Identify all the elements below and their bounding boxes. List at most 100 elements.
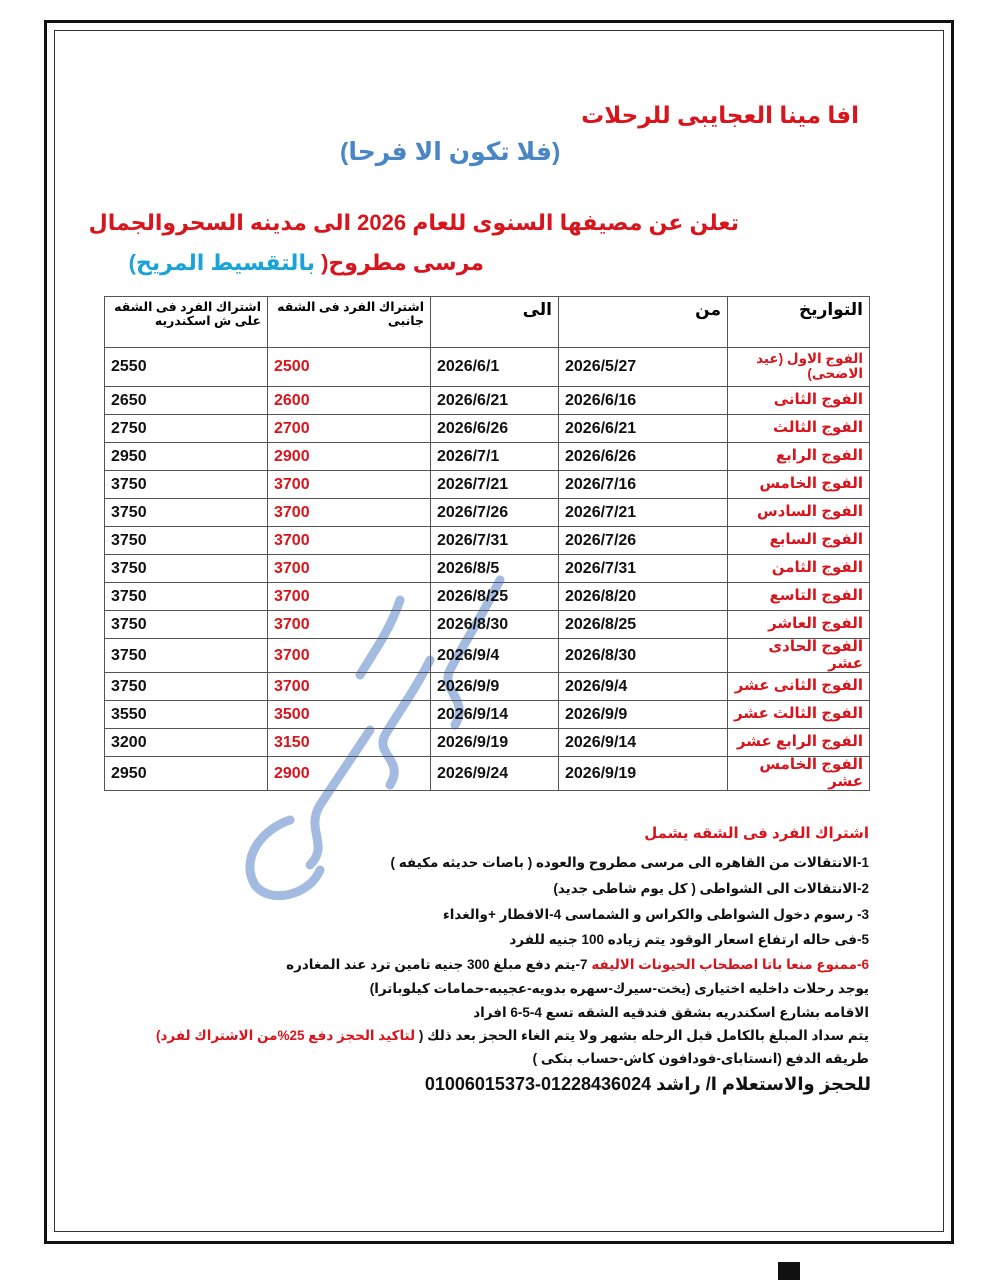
- price-alex: 3750: [104, 526, 268, 555]
- table-row: الفوج العاشر 2026/8/25 2026/8/30 3700 3750: [104, 610, 870, 639]
- trip-name: الفوج الثالث عشر: [727, 700, 870, 729]
- booking-confirmation: لتاكيد الحجز دفع 25%من الاشتراك لفرد): [156, 1028, 419, 1043]
- table-row: الفوج الرابع 2026/6/26 2026/7/1 2900 2950: [104, 442, 870, 471]
- date-from: 2026/7/26: [558, 526, 728, 555]
- includes-title: اشتراك الفرد فى الشقه يشمل: [644, 825, 869, 842]
- include-line-2: 2-الانتقالات الى الشواطى ( كل يوم شاطى ج…: [553, 881, 869, 896]
- price-side: 2900: [267, 442, 431, 471]
- date-from: 2026/9/14: [558, 728, 728, 757]
- date-to: 2026/6/26: [430, 414, 559, 443]
- price-side: 2600: [267, 386, 431, 415]
- date-from: 2026/6/26: [558, 442, 728, 471]
- date-to: 2026/9/14: [430, 700, 559, 729]
- table-row: الفوج السادس 2026/7/21 2026/7/26 3700 3750: [104, 498, 870, 527]
- price-side: 3500: [267, 700, 431, 729]
- date-from: 2026/6/16: [558, 386, 728, 415]
- announcement-line-1: تعلن عن مصيفها السنوى للعام 2026 الى مدي…: [88, 210, 739, 235]
- date-to: 2026/8/30: [430, 610, 559, 639]
- pets-forbidden: 6-ممنوع منعا باتا اصطحاب الحيونات الاليف…: [591, 957, 869, 972]
- date-from: 2026/7/21: [558, 498, 728, 527]
- deposit-note: 7-يتم دفع مبلغ 300 جنيه تامين ترد عند ال…: [286, 957, 592, 972]
- price-side: 2700: [267, 414, 431, 443]
- date-from: 2026/9/9: [558, 700, 728, 729]
- table-row: الفوج الرابع عشر 2026/9/14 2026/9/19 3150 32…: [104, 728, 870, 757]
- table-row: الفوج الثالث عشر 2026/9/9 2026/9/14 3500 355…: [104, 700, 870, 729]
- date-to: 2026/7/21: [430, 470, 559, 499]
- date-from: 2026/9/19: [558, 756, 728, 791]
- price-alex: 3750: [104, 554, 268, 583]
- date-to: 2026/9/24: [430, 756, 559, 791]
- price-side: 3700: [267, 554, 431, 583]
- header-side-apartment-price: اشتراك الفرد فى الشقه جانبى: [267, 296, 431, 348]
- price-side: 3700: [267, 672, 431, 701]
- agency-title: افا مينا العجايبى للرحلات: [581, 102, 859, 128]
- trip-name: الفوج السادس: [727, 498, 870, 527]
- include-line-7: الاقامه بشارع اسكندريه بشقق فندقيه الشقه…: [473, 1005, 869, 1020]
- table-row: الفوج التاسع 2026/8/20 2026/8/25 3700 3750: [104, 582, 870, 611]
- date-from: 2026/7/31: [558, 554, 728, 583]
- date-to: 2026/8/5: [430, 554, 559, 583]
- page-border-inner: [54, 30, 944, 1232]
- trip-name: الفوج الثامن: [727, 554, 870, 583]
- trip-schedule-table: التواريخ من الى اشتراك الفرد فى الشقه جا…: [104, 296, 870, 791]
- price-side: 3700: [267, 610, 431, 639]
- date-from: 2026/9/4: [558, 672, 728, 701]
- include-line-8: يتم سداد المبلغ بالكامل قبل الرحله بشهر …: [156, 1027, 869, 1044]
- price-side: 3700: [267, 470, 431, 499]
- trip-name: الفوج الثانى عشر: [727, 672, 870, 701]
- table-row: الفوج الثانى عشر 2026/9/4 2026/9/9 3700 3750: [104, 672, 870, 701]
- trip-name: الفوج الحادى عشر: [727, 638, 870, 673]
- date-from: 2026/5/27: [558, 347, 728, 387]
- price-side: 2500: [267, 347, 431, 387]
- corner-mark: [778, 1262, 800, 1280]
- table-row: الفوج الحادى عشر 2026/8/30 2026/9/4 3700 375…: [104, 638, 870, 673]
- installments-note: بالتقسيط المريح): [128, 250, 322, 275]
- header-alex-street-price: اشتراك الفرد فى الشقه على ش اسكندريه: [104, 296, 268, 348]
- date-to: 2026/9/9: [430, 672, 559, 701]
- table-row: الفوج الخامس عشر 2026/9/19 2026/9/24 2900 29…: [104, 756, 870, 791]
- price-alex: 3750: [104, 498, 268, 527]
- price-alex: 3200: [104, 728, 268, 757]
- table-row: الفوج الثامن 2026/7/31 2026/8/5 3700 3750: [104, 554, 870, 583]
- date-to: 2026/7/1: [430, 442, 559, 471]
- price-alex: 2750: [104, 414, 268, 443]
- trip-name: الفوج السابع: [727, 526, 870, 555]
- price-alex: 3550: [104, 700, 268, 729]
- include-line-4: 5-فى حاله ارتفاع اسعار الوقود يتم زياده …: [509, 932, 869, 947]
- price-side: 3700: [267, 638, 431, 673]
- date-from: 2026/8/30: [558, 638, 728, 673]
- trip-name: الفوج الثانى: [727, 386, 870, 415]
- table-row: الفوج الثانى 2026/6/16 2026/6/21 2600 2650: [104, 386, 870, 415]
- price-alex: 2950: [104, 756, 268, 791]
- trip-name: الفوج الثالث: [727, 414, 870, 443]
- header-to: الى: [430, 296, 559, 348]
- table-header-row: التواريخ من الى اشتراك الفرد فى الشقه جا…: [104, 296, 870, 348]
- trip-name: الفوج الخامس عشر: [727, 756, 870, 791]
- trip-name: الفوج الرابع عشر: [727, 728, 870, 757]
- payment-deadline: يتم سداد المبلغ بالكامل قبل الرحله بشهر …: [418, 1028, 869, 1043]
- price-side: 3700: [267, 526, 431, 555]
- price-alex: 3750: [104, 672, 268, 701]
- table-row: الفوج الاول (عيد الاضحى) 2026/5/27 2026/6/…: [104, 347, 870, 387]
- date-to: 2026/9/4: [430, 638, 559, 673]
- header-from: من: [558, 296, 728, 348]
- price-alex: 2950: [104, 442, 268, 471]
- price-alex: 3750: [104, 638, 268, 673]
- trip-name: الفوج العاشر: [727, 610, 870, 639]
- date-from: 2026/7/16: [558, 470, 728, 499]
- include-line-3: 3- رسوم دخول الشواطى والكراس و الشماسى 4…: [442, 907, 869, 922]
- page-border-outer: [44, 20, 954, 1244]
- table-row: الفوج الخامس 2026/7/16 2026/7/21 3700 3750: [104, 470, 870, 499]
- price-side: 3700: [267, 582, 431, 611]
- trip-name: الفوج الاول (عيد الاضحى): [727, 347, 870, 387]
- date-from: 2026/8/20: [558, 582, 728, 611]
- price-side: 3150: [267, 728, 431, 757]
- header-dates: التواريخ: [727, 296, 870, 348]
- table-row: الفوج السابع 2026/7/26 2026/7/31 3700 3750: [104, 526, 870, 555]
- price-side: 2900: [267, 756, 431, 791]
- date-to: 2026/7/26: [430, 498, 559, 527]
- trip-name: الفوج التاسع: [727, 582, 870, 611]
- price-alex: 3750: [104, 610, 268, 639]
- date-to: 2026/8/25: [430, 582, 559, 611]
- price-alex: 2650: [104, 386, 268, 415]
